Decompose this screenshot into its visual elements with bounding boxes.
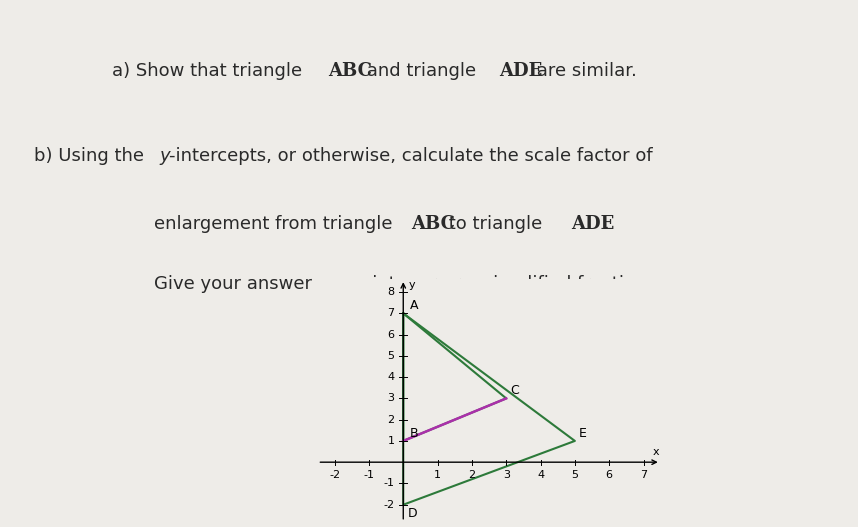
Text: D: D xyxy=(408,507,417,520)
Text: .: . xyxy=(603,216,609,233)
Text: 5: 5 xyxy=(388,351,395,361)
Text: E: E xyxy=(579,427,587,440)
Text: -2: -2 xyxy=(384,500,395,510)
Text: 7: 7 xyxy=(640,470,647,480)
Text: ABC: ABC xyxy=(329,62,372,80)
Text: 7: 7 xyxy=(388,308,395,318)
Text: ABC: ABC xyxy=(411,216,455,233)
Text: y: y xyxy=(160,147,170,165)
Text: 4: 4 xyxy=(388,372,395,382)
Text: 5: 5 xyxy=(571,470,578,480)
Text: -1: -1 xyxy=(364,470,374,480)
Text: ADE: ADE xyxy=(571,216,614,233)
Text: enlargement from triangle: enlargement from triangle xyxy=(154,216,399,233)
Text: 6: 6 xyxy=(606,470,613,480)
Text: 3: 3 xyxy=(503,470,510,480)
Text: 6: 6 xyxy=(388,329,395,339)
Text: 2: 2 xyxy=(468,470,475,480)
Text: B: B xyxy=(409,427,418,440)
Text: y: y xyxy=(408,280,415,290)
Text: C: C xyxy=(511,384,519,397)
Text: -intercepts, or otherwise, calculate the scale factor of: -intercepts, or otherwise, calculate the… xyxy=(169,147,652,165)
Text: -2: -2 xyxy=(329,470,340,480)
Text: 4: 4 xyxy=(537,470,544,480)
Text: 3: 3 xyxy=(388,393,395,403)
Text: A: A xyxy=(409,299,418,313)
Text: Give your answer as an integer or a simplified fraction.: Give your answer as an integer or a simp… xyxy=(154,275,653,293)
Text: and triangle: and triangle xyxy=(360,62,481,80)
Text: 1: 1 xyxy=(388,436,395,446)
Text: are similar.: are similar. xyxy=(531,62,637,80)
Text: 1: 1 xyxy=(434,470,441,480)
Text: to triangle: to triangle xyxy=(443,216,548,233)
Text: a) Show that triangle: a) Show that triangle xyxy=(112,62,307,80)
Text: ADE: ADE xyxy=(499,62,542,80)
Text: 2: 2 xyxy=(388,415,395,425)
Text: x: x xyxy=(652,447,659,457)
Text: b) Using the: b) Using the xyxy=(34,147,150,165)
Text: -1: -1 xyxy=(384,479,395,489)
Text: 8: 8 xyxy=(388,287,395,297)
